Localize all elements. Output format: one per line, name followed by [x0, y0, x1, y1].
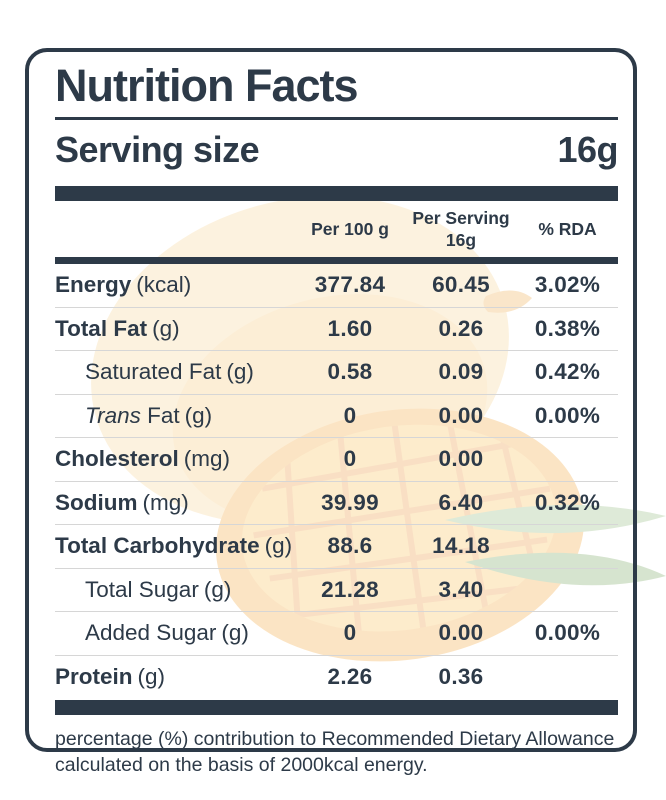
- table-row: Sodium (mg) 39.99 6.40 0.32%: [55, 482, 618, 525]
- table-row: Cholesterol (mg) 0 0.00: [55, 438, 618, 482]
- nutrient-unit: (g): [137, 663, 166, 689]
- per-100g-value: 0: [343, 620, 357, 646]
- rda-value: 0.38%: [534, 315, 601, 341]
- mango-body: [91, 196, 509, 524]
- nutrient-label: Total Carbohydrate (g): [55, 533, 295, 559]
- panel-title: Nutrition Facts: [55, 60, 359, 111]
- per-serving-value: 0.00: [438, 446, 484, 472]
- per-100g-value: 0: [343, 402, 357, 428]
- table-row: Protein (g) 2.26 0.36: [55, 656, 618, 699]
- per-serving-value: 0.09: [438, 359, 484, 385]
- nutrition-table-body: Energy (kcal) 377.84 60.45 3.02% Total Fa…: [55, 264, 618, 698]
- nutrient-name: Added Sugar: [85, 620, 217, 646]
- table-row: Added Sugar (g) 0 0.00 0.00%: [55, 612, 618, 656]
- nutrient-unit: (mg): [183, 446, 231, 472]
- rda-value: 0.00%: [534, 620, 601, 646]
- column-header-rda: % RDA: [538, 219, 597, 240]
- nutrient-label: Saturated Fat (g): [55, 359, 295, 385]
- nutrient-unit: (mg): [142, 489, 189, 515]
- nutrient-label: Protein (g): [55, 664, 295, 690]
- serving-size-row: Serving size 16g: [55, 129, 618, 171]
- nutrient-unit: (kcal): [136, 272, 192, 298]
- rda-value: 0.32%: [534, 489, 601, 515]
- table-row: Total Carbohydrate (g) 88.6 14.18: [55, 525, 618, 569]
- per-100g-value: 88.6: [327, 533, 373, 559]
- nutrient-name: Total Carbohydrate: [55, 533, 260, 559]
- table-header-row: Per 100 g Per Serving 16g % RDA: [55, 208, 618, 252]
- nutrition-facts-panel: Nutrition Facts Serving size 16g Per 100…: [25, 48, 637, 776]
- per-serving-value: 6.40: [438, 489, 484, 515]
- nutrient-label: Total Sugar (g): [55, 577, 295, 603]
- nutrient-name: Cholesterol: [55, 446, 179, 472]
- thick-separator-bottom: [55, 700, 618, 715]
- column-header-per-100g: Per 100 g: [311, 219, 389, 240]
- rda-value: 0.42%: [534, 359, 601, 385]
- per-100g-value: 39.99: [321, 489, 379, 515]
- table-row: Trans Fat (g) 0 0.00 0.00%: [55, 395, 618, 438]
- nutrient-label: Total Fat (g): [55, 316, 295, 342]
- table-row: Energy (kcal) 377.84 60.45 3.02%: [55, 264, 618, 308]
- per-100g-value: 1.60: [327, 315, 373, 341]
- per-100g-value: 21.28: [321, 576, 379, 602]
- nutrient-unit: (g): [203, 576, 232, 602]
- nutrient-unit: (g): [152, 315, 180, 341]
- serving-size-value: 16g: [557, 129, 618, 171]
- per-serving-value: 0.00: [438, 620, 484, 646]
- nutrient-name: Total Fat: [55, 315, 148, 341]
- nutrient-name: Fat: [147, 402, 180, 428]
- rda-footnote: percentage (%) contribution to Recommend…: [55, 728, 615, 776]
- per-100g-value: 377.84: [314, 272, 386, 298]
- nutrient-unit: (g): [226, 359, 254, 385]
- nutrient-label: Added Sugar (g): [55, 620, 295, 646]
- nutrient-label: Energy (kcal): [55, 272, 295, 298]
- rda-value: 3.02%: [534, 272, 601, 298]
- mango-cut-half: [215, 408, 585, 662]
- nutrient-name: Sodium: [55, 489, 138, 515]
- table-row: Total Sugar (g) 21.28 3.40: [55, 569, 618, 612]
- nutrient-label: Cholesterol (mg): [55, 446, 295, 472]
- nutrient-name: Total Sugar: [85, 576, 199, 602]
- nutrient-unit: (g): [264, 533, 293, 559]
- nutrient-name: Saturated Fat: [85, 359, 222, 385]
- thick-separator-top: [55, 186, 618, 202]
- per-serving-value: 0.00: [438, 402, 484, 428]
- title-divider: [55, 117, 618, 121]
- per-100g-value: 0.58: [327, 359, 373, 385]
- mango-leaf: [445, 504, 666, 534]
- per-serving-value: 60.45: [432, 272, 490, 298]
- table-row: Total Fat (g) 1.60 0.26 0.38%: [55, 308, 618, 351]
- per-serving-value: 0.26: [438, 315, 484, 341]
- table-row: Saturated Fat (g) 0.58 0.09 0.42%: [55, 351, 618, 395]
- per-100g-value: 2.26: [327, 663, 373, 689]
- nutrient-label: Sodium (mg): [55, 490, 295, 516]
- nutrient-unit: (g): [221, 620, 249, 646]
- per-100g-value: 0: [343, 446, 357, 472]
- nutrient-name-italic-prefix: Trans: [85, 402, 148, 428]
- mango-leaf: [465, 552, 666, 586]
- serving-size-label: Serving size: [55, 129, 260, 171]
- per-serving-value: 0.36: [438, 663, 484, 689]
- nutrient-name: Protein: [55, 663, 133, 689]
- rda-value: 0.00%: [534, 402, 601, 428]
- header-separator: [55, 257, 618, 264]
- per-serving-value: 14.18: [432, 533, 490, 559]
- nutrient-name: Energy: [55, 272, 132, 298]
- nutrient-label: Trans Fat (g): [55, 403, 295, 429]
- column-header-per-serving: Per Serving 16g: [412, 208, 510, 251]
- per-serving-value: 3.40: [438, 576, 484, 602]
- nutrient-unit: (g): [184, 402, 213, 428]
